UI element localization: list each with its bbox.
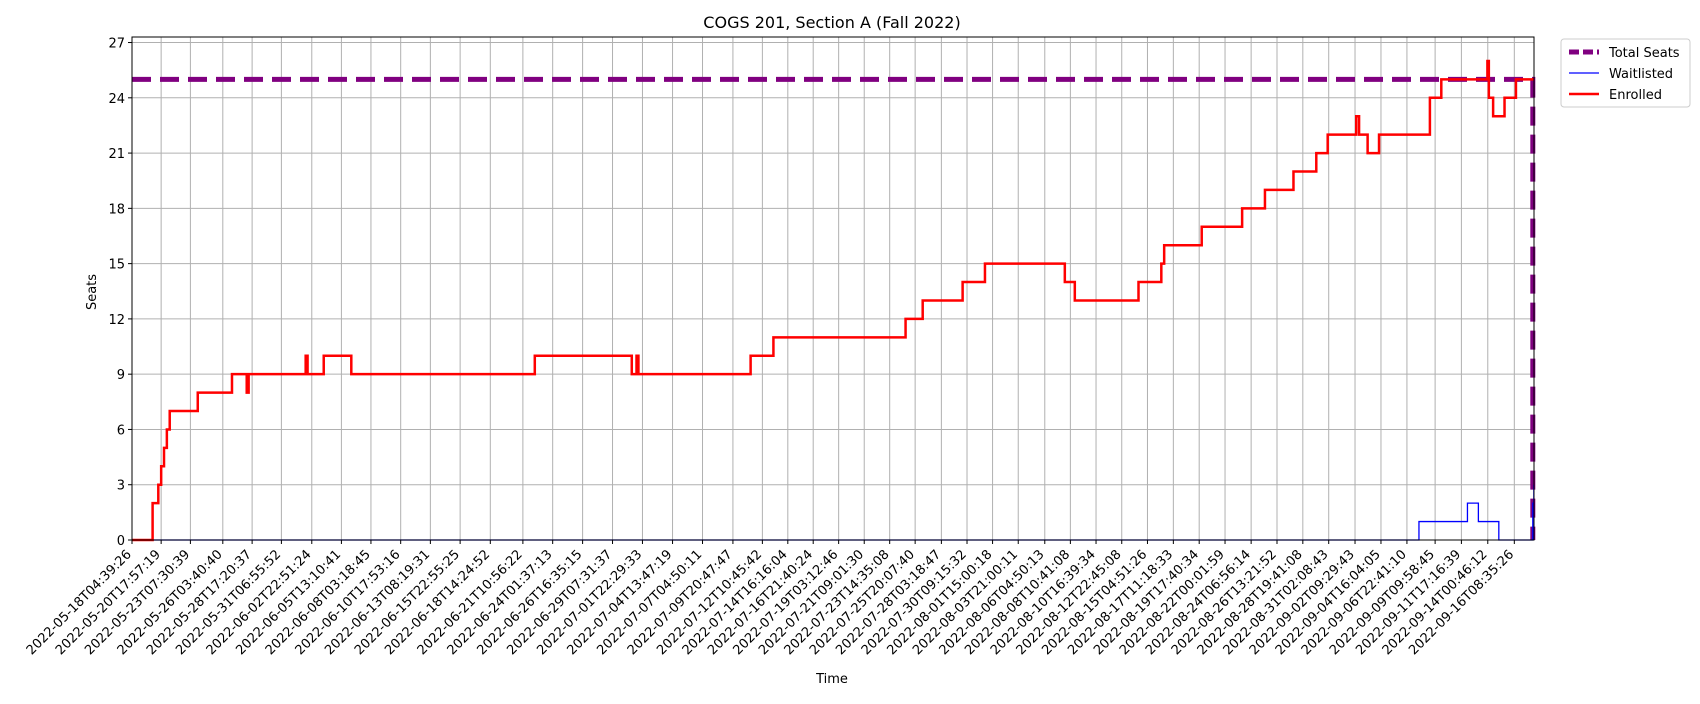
y-tick-label: 27 (108, 37, 125, 52)
legend-label: Total Seats (1608, 46, 1680, 61)
axis-layer: 03691215182124272022-05-18T04:39:262022-… (24, 36, 1535, 658)
y-tick-label: 6 (117, 423, 125, 438)
legend-label: Waitlisted (1609, 67, 1673, 82)
y-axis-label: Seats (85, 274, 100, 310)
legend-box (1560, 38, 1691, 108)
y-tick-label: 21 (108, 147, 125, 162)
y-tick-label: 3 (117, 479, 125, 494)
y-tick-label: 12 (108, 313, 125, 328)
chart-title: COGS 201, Section A (Fall 2022) (703, 13, 960, 32)
y-tick-label: 9 (117, 368, 125, 383)
y-tick-label: 18 (108, 202, 125, 217)
series-line-waitlisted (132, 484, 1535, 541)
legend: Total Seats Waitlisted Enrolled (1560, 38, 1691, 108)
legend-label: Enrolled (1609, 88, 1662, 103)
series-line-enrolled (132, 59, 1534, 542)
x-axis-label: Time (815, 672, 848, 687)
y-tick-label: 0 (117, 534, 125, 549)
series-layer (132, 59, 1536, 542)
y-tick-label: 24 (108, 92, 125, 107)
plot-frame (131, 36, 1535, 541)
y-tick-label: 15 (108, 258, 125, 273)
